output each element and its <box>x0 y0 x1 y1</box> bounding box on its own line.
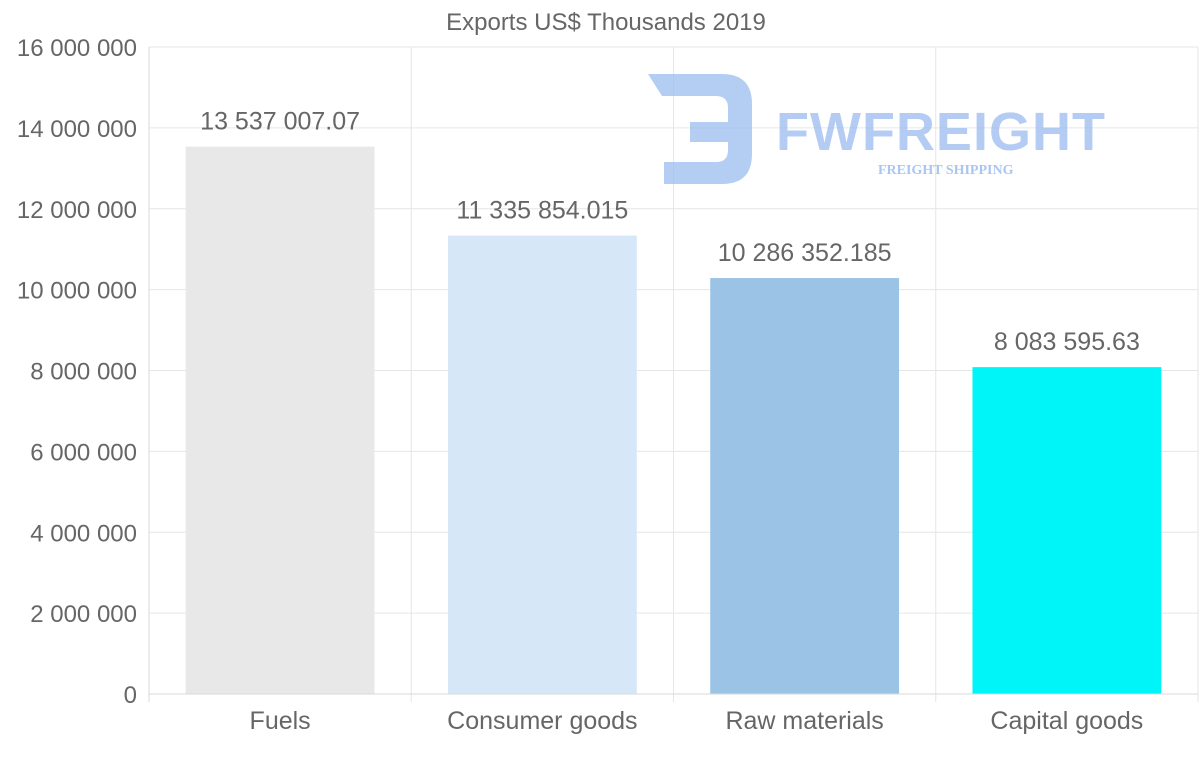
y-tick-label: 16 000 000 <box>17 35 137 62</box>
fwfreight-logo-icon <box>648 74 752 184</box>
bar-consumer-goods <box>447 235 637 695</box>
value-label: 10 286 352.185 <box>718 239 892 267</box>
y-tick-label: 12 000 000 <box>17 197 137 224</box>
watermark-brand: FWFREIGHT <box>776 102 1106 162</box>
x-category-label: Raw materials <box>725 707 883 735</box>
y-tick-label: 10 000 000 <box>17 278 137 305</box>
y-axis-ticks: 0 2 000 000 4 000 000 6 000 000 8 000 000 10 … <box>17 35 137 709</box>
bars <box>185 146 1162 695</box>
value-label: 13 537 007.07 <box>200 108 360 136</box>
fwfreight-watermark: FWFREIGHT FREIGHT SHIPPING <box>648 74 1106 184</box>
x-category-label: Capital goods <box>990 707 1143 735</box>
y-tick-label: 4 000 000 <box>30 520 137 547</box>
y-tick-label: 14 000 000 <box>17 116 137 143</box>
value-labels: 13 537 007.07 11 335 854.015 10 286 352.18… <box>200 108 1140 357</box>
value-label: 11 335 854.015 <box>456 197 628 225</box>
x-category-label: Fuels <box>250 707 311 735</box>
x-axis-categories: Fuels Consumer goods Raw materials Capital … <box>250 707 1144 735</box>
y-tick-label: 6 000 000 <box>30 439 137 466</box>
x-category-label: Consumer goods <box>447 707 637 735</box>
bar-capital-goods <box>972 367 1162 694</box>
value-label: 8 083 595.63 <box>994 328 1140 356</box>
y-tick-label: 2 000 000 <box>30 601 137 628</box>
bar-fuels <box>185 146 375 694</box>
chart-title: Exports US$ Thousands 2019 <box>446 9 766 36</box>
bar-raw-materials <box>710 278 900 694</box>
watermark-tagline: FREIGHT SHIPPING <box>878 163 1014 178</box>
y-tick-label: 8 000 000 <box>30 359 137 386</box>
y-tick-label: 0 <box>124 682 137 709</box>
